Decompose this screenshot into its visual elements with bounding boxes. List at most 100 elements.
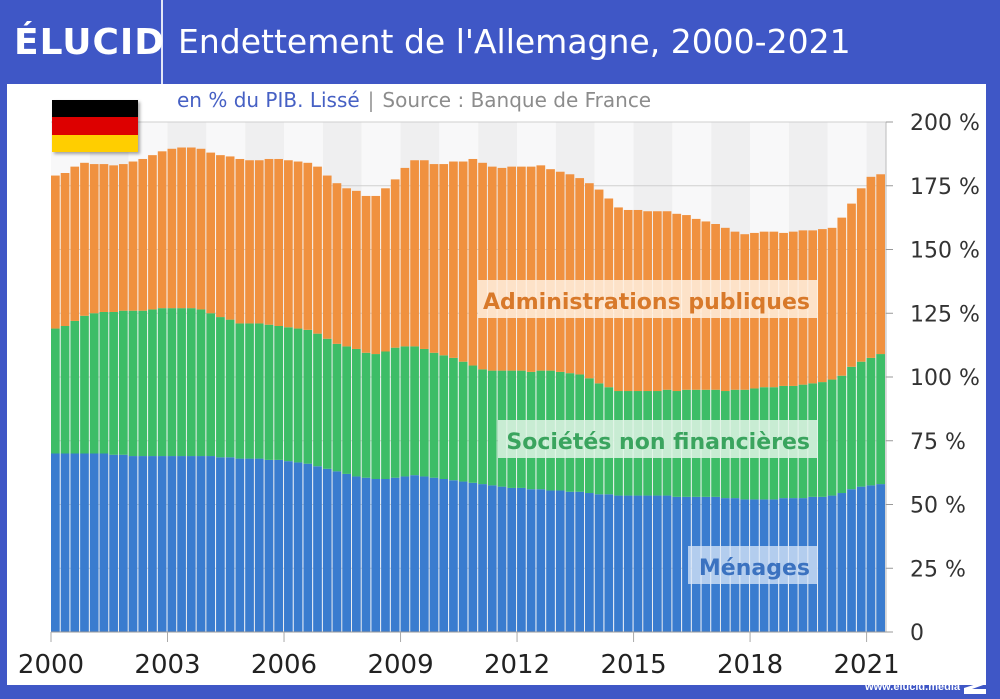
bar-menages bbox=[546, 490, 555, 632]
bar-snf bbox=[138, 310, 148, 457]
bar-menages bbox=[866, 485, 876, 632]
bar-menages bbox=[458, 481, 468, 632]
bar-apu bbox=[80, 162, 89, 316]
bar-snf bbox=[429, 352, 439, 478]
bar-menages bbox=[177, 456, 186, 632]
bar-apu bbox=[313, 166, 322, 334]
y-tick-label: 200 % bbox=[910, 111, 980, 136]
bar-snf bbox=[322, 338, 332, 469]
bar-snf bbox=[167, 308, 177, 457]
elucid-footer-icon bbox=[964, 681, 986, 694]
bar-snf bbox=[371, 354, 381, 479]
header-divider bbox=[161, 0, 163, 84]
x-tick-label: 2015 bbox=[600, 650, 666, 680]
bar-snf bbox=[419, 348, 429, 477]
bar-apu bbox=[837, 217, 847, 376]
bar-snf bbox=[866, 357, 876, 486]
y-tick-label: 25 % bbox=[910, 557, 966, 582]
axes: 0 25 % 50 % 75 % 100 % 125 % 150 % 175 % 200 % 20… bbox=[18, 111, 980, 680]
series-label-apu: Administrations publiques bbox=[483, 290, 810, 315]
bar-snf bbox=[449, 357, 458, 481]
bar-menages bbox=[614, 495, 623, 632]
bar-apu bbox=[507, 166, 517, 371]
x-tick-label: 2006 bbox=[251, 650, 317, 680]
bar-apu bbox=[225, 156, 235, 320]
bar-menages bbox=[186, 456, 196, 632]
bar-apu bbox=[216, 155, 225, 318]
bar-menages bbox=[507, 487, 517, 632]
bar-menages bbox=[662, 495, 672, 632]
bar-snf bbox=[468, 365, 478, 483]
bar-snf bbox=[51, 328, 60, 454]
bar-menages bbox=[196, 456, 206, 632]
bar-menages bbox=[293, 462, 303, 632]
bar-apu bbox=[177, 147, 186, 309]
bar-apu bbox=[565, 174, 575, 374]
bar-apu bbox=[371, 195, 381, 355]
bar-menages bbox=[400, 476, 410, 632]
bar-menages bbox=[419, 476, 429, 632]
bar-menages bbox=[148, 456, 157, 632]
bar-snf bbox=[351, 348, 361, 477]
bar-menages bbox=[206, 456, 216, 632]
bar-menages bbox=[235, 458, 245, 632]
bar-menages bbox=[361, 477, 371, 632]
bar-apu bbox=[390, 179, 400, 348]
bar-snf bbox=[206, 313, 216, 457]
subtitle-source: Source : Banque de France bbox=[382, 88, 652, 112]
bar-snf bbox=[80, 315, 89, 454]
bar-menages bbox=[371, 479, 381, 632]
series-label-menages: Ménages bbox=[699, 556, 810, 581]
bar-menages bbox=[254, 458, 264, 632]
series-labels: Administrations publiques Sociétés non fi… bbox=[478, 280, 818, 584]
bar-menages bbox=[604, 494, 614, 632]
bar-menages bbox=[827, 495, 837, 632]
series-label-snf: Sociétés non financières bbox=[506, 430, 810, 455]
bar-snf bbox=[225, 319, 235, 458]
bar-menages bbox=[818, 496, 827, 632]
bar-menages bbox=[89, 453, 99, 632]
bar-menages bbox=[429, 477, 439, 632]
bar-apu bbox=[332, 183, 342, 344]
bar-snf bbox=[70, 320, 80, 454]
bar-snf bbox=[342, 346, 351, 474]
bar-snf bbox=[303, 329, 313, 464]
bar-menages bbox=[60, 453, 70, 632]
bar-menages bbox=[99, 453, 109, 632]
bar-apu bbox=[245, 160, 254, 324]
bar-apu bbox=[856, 188, 866, 362]
bar-snf bbox=[118, 310, 128, 455]
bar-snf bbox=[128, 310, 138, 457]
x-tick-label: 2000 bbox=[18, 650, 84, 680]
x-tick-label: 2018 bbox=[717, 650, 783, 680]
bar-snf bbox=[827, 379, 837, 496]
bar-snf bbox=[837, 375, 847, 494]
bar-snf bbox=[439, 355, 449, 479]
bar-snf bbox=[478, 369, 487, 485]
subtitle: en % du PIB. Lissé | Source : Banque de Fr… bbox=[177, 88, 651, 112]
bar-apu bbox=[419, 160, 429, 349]
chart-title: Endettement de l'Allemagne, 2000-2021 bbox=[178, 22, 851, 61]
bar-menages bbox=[652, 495, 662, 632]
bar-snf bbox=[381, 351, 390, 479]
bar-apu bbox=[449, 161, 458, 358]
bar-apu bbox=[109, 165, 118, 312]
bar-menages bbox=[643, 495, 652, 632]
bar-menages bbox=[517, 487, 526, 632]
bar-menages bbox=[497, 486, 507, 632]
y-tick-label: 0 bbox=[910, 621, 924, 646]
bar-menages bbox=[303, 463, 313, 632]
bar-apu bbox=[526, 166, 536, 372]
bar-snf bbox=[99, 311, 109, 454]
bar-menages bbox=[468, 482, 478, 632]
bar-apu bbox=[167, 148, 177, 309]
x-tick-label: 2009 bbox=[367, 650, 433, 680]
bar-snf bbox=[847, 366, 856, 490]
bar-snf bbox=[293, 328, 303, 463]
bar-apu bbox=[827, 227, 837, 380]
bar-menages bbox=[332, 471, 342, 632]
bar-apu bbox=[51, 175, 60, 329]
bar-apu bbox=[536, 165, 546, 371]
bar-snf bbox=[60, 326, 70, 454]
bar-menages bbox=[245, 458, 254, 632]
